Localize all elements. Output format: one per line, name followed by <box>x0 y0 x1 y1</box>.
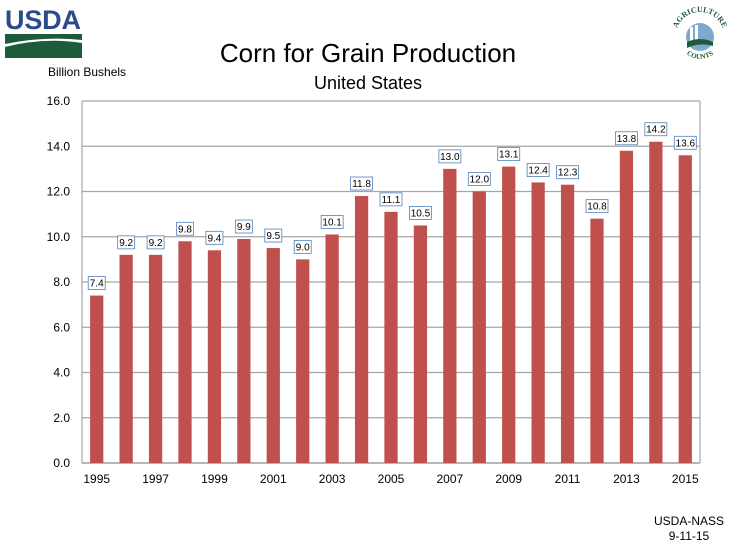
data-label-box <box>497 147 521 162</box>
x-tick-label: 2013 <box>613 472 640 486</box>
data-label: 13.1 <box>499 150 519 161</box>
data-label: 12.3 <box>558 168 578 179</box>
data-label: 10.8 <box>587 202 607 213</box>
bar-1997 <box>148 254 163 463</box>
data-label-box <box>467 172 491 186</box>
y-tick-label: 0.0 <box>53 456 70 470</box>
data-label-box <box>320 215 344 229</box>
bar-2005 <box>384 211 398 463</box>
y-tick-label: 10.0 <box>47 230 71 244</box>
data-label-box <box>87 276 106 290</box>
data-label: 9.0 <box>296 242 310 253</box>
data-label-box <box>673 135 697 150</box>
y-tick-label: 8.0 <box>53 275 70 289</box>
data-label: 9.2 <box>149 238 163 249</box>
x-tick-label: 1995 <box>83 472 110 486</box>
agriculture-counts-logo: AGRICULTURE COUNTS <box>671 5 729 61</box>
x-tick-label: 2015 <box>672 472 699 486</box>
y-tick-label: 12.0 <box>47 185 71 199</box>
data-label: 9.2 <box>119 238 133 249</box>
bar-2010 <box>531 182 545 463</box>
data-label: 10.1 <box>322 217 342 228</box>
bar-2014 <box>649 141 663 463</box>
usda-logo-field-top <box>5 34 82 44</box>
bar-2000 <box>237 239 251 463</box>
chart-title: Corn for Grain Production <box>219 38 517 68</box>
bar-2013 <box>619 150 634 463</box>
data-label: 12.4 <box>528 165 548 176</box>
data-label-box <box>350 176 373 191</box>
x-tick-label: 2011 <box>555 472 581 486</box>
source-text: USDA-NASS <box>653 514 724 528</box>
data-label-box <box>205 230 224 245</box>
x-tick-label: 2007 <box>437 472 464 486</box>
logo-counts-text: COUNTS <box>685 49 715 61</box>
x-tick-label: 2005 <box>378 472 405 486</box>
bar-2012 <box>590 218 604 463</box>
y-tick-label: 14.0 <box>47 139 71 153</box>
data-label-box <box>117 235 136 250</box>
bar-1999 <box>207 250 222 463</box>
data-label: 13.8 <box>617 134 637 145</box>
usda-logo-text: USDA <box>5 5 81 35</box>
y-tick-label: 2.0 <box>53 411 70 425</box>
data-label-box <box>234 219 253 234</box>
data-label: 13.6 <box>676 138 696 149</box>
usda-logo: USDA <box>5 5 82 58</box>
data-label: 12.0 <box>470 175 490 186</box>
data-label-box <box>585 199 609 214</box>
x-tick-label: 2009 <box>495 472 522 486</box>
data-label: 7.4 <box>90 279 104 290</box>
data-label-box <box>379 192 403 207</box>
y-axis-label: Billion Bushels <box>48 65 127 79</box>
data-label-box <box>293 239 312 254</box>
data-label: 11.8 <box>352 179 371 190</box>
bar-2001 <box>266 248 280 463</box>
bar-2007 <box>443 168 457 463</box>
data-label: 9.5 <box>266 231 280 242</box>
data-label-box <box>615 131 638 146</box>
y-tick-label: 16.0 <box>47 94 71 108</box>
x-tick-label: 1999 <box>201 472 228 486</box>
source-footer: USDA-NASS 9-11-15 <box>654 514 724 544</box>
data-label-box <box>176 221 194 236</box>
bar-2003 <box>325 234 339 463</box>
bar-2006 <box>413 225 428 463</box>
bar-2002 <box>296 259 310 463</box>
logo-field <box>687 39 713 48</box>
data-label-box <box>264 228 283 243</box>
data-label: 14.2 <box>646 125 666 136</box>
data-label: 13.0 <box>440 152 460 163</box>
date-text: 9-11-15 <box>668 529 710 543</box>
x-tick-label: 2003 <box>319 472 346 486</box>
data-label: 9.8 <box>178 224 192 235</box>
data-label-box <box>644 122 668 137</box>
data-label: 11.1 <box>382 195 401 206</box>
data-label-box <box>409 206 432 220</box>
bar-2015 <box>678 155 692 464</box>
data-label-box <box>556 165 579 180</box>
x-tick-label: 1997 <box>142 472 169 486</box>
bar-2008 <box>472 191 486 463</box>
data-label-box <box>438 149 462 164</box>
bar-2011 <box>560 184 575 463</box>
data-label: 10.5 <box>411 208 431 219</box>
chart-subtitle: United States <box>313 73 423 93</box>
bar-2004 <box>354 196 369 463</box>
y-tick-label: 6.0 <box>53 320 70 334</box>
data-label: 9.4 <box>207 233 221 244</box>
svg-text:COUNTS: COUNTS <box>685 49 715 61</box>
x-tick-label: 2001 <box>260 472 287 486</box>
bar-2009 <box>502 166 516 464</box>
y-tick-label: 4.0 <box>53 366 70 380</box>
bar-1996 <box>119 254 133 463</box>
bar-1998 <box>178 241 192 463</box>
data-label: 9.9 <box>237 222 251 233</box>
usda-logo-field-bottom <box>5 40 82 58</box>
data-label-box <box>526 163 550 177</box>
bar-1995 <box>90 295 104 463</box>
data-label-box <box>146 235 165 250</box>
